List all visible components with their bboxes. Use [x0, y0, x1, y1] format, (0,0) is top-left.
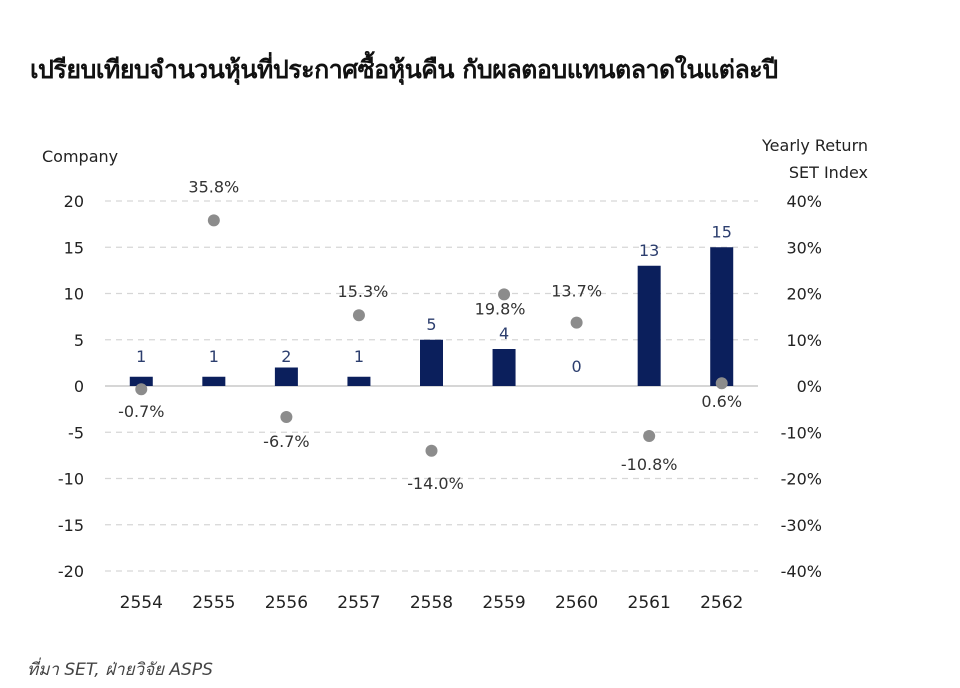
scatter-value-label: -0.7%	[118, 402, 164, 421]
right-axis-tick-label: -20%	[781, 470, 822, 489]
scatter-value-label: 13.7%	[551, 282, 602, 301]
x-axis-tick-label: 2555	[192, 593, 235, 613]
scatter-value-label: 15.3%	[338, 282, 389, 301]
left-axis-ticks: 20 15 10 5 0 -5 -10 -15 -20	[58, 192, 84, 581]
bar-value-label: 1	[136, 347, 146, 366]
scatter-dot	[280, 410, 293, 423]
scatter-value-label: -14.0%	[407, 474, 464, 493]
scatter-dot	[498, 288, 511, 301]
left-axis-tick-label: -20	[58, 562, 84, 581]
scatter-dot	[425, 444, 438, 457]
right-axis-title-line: Yearly Return	[762, 136, 868, 155]
scatter-dot	[135, 383, 148, 396]
bar	[492, 349, 516, 386]
x-axis-tick-label: 2559	[482, 593, 525, 613]
scatter-dot	[643, 429, 656, 442]
left-axis-title: Company	[42, 147, 119, 166]
bar	[129, 376, 153, 386]
left-axis-tick-label: -15	[58, 516, 84, 535]
scatter-dot	[207, 214, 220, 227]
x-axis-ticks: 2554 2555 2556 2557 2558 2559 2560 2561 2562	[120, 593, 744, 613]
scatter-dot	[570, 316, 583, 329]
left-axis-tick-label: 10	[64, 285, 84, 304]
x-axis-tick-label: 2557	[337, 593, 380, 613]
bar-value-label: 15	[712, 222, 732, 241]
left-axis-tick-label: -10	[58, 470, 84, 489]
x-axis-tick-label: 2556	[265, 593, 308, 613]
x-axis-tick-label: 2554	[120, 593, 163, 613]
right-axis-tick-label: -10%	[781, 423, 822, 442]
source-note: ที่มา SET, ฝ่ายวิจัย ASPS	[27, 660, 213, 680]
left-axis-tick-label: 20	[64, 192, 84, 211]
bar-series	[129, 247, 734, 386]
x-axis-tick-label: 2560	[555, 593, 598, 613]
scatter-dot	[352, 309, 365, 322]
bar	[420, 339, 443, 386]
right-axis-ticks: 40% 30% 20% 10% 0% -10% -20% -30% -40%	[781, 192, 822, 581]
x-axis-tick-label: 2561	[628, 593, 671, 613]
scatter-dot	[715, 377, 728, 390]
scatter-value-label: -6.7%	[263, 432, 309, 451]
chart-title: เปรียบเทียบจำนวนหุ้นที่ประกาศซื้อหุ้นคืน…	[30, 55, 778, 84]
right-axis-tick-label: -30%	[781, 516, 822, 535]
bar-value-label: 4	[499, 324, 509, 343]
bar	[710, 247, 734, 386]
bar	[274, 367, 298, 386]
scatter-series	[135, 214, 728, 457]
bar	[347, 376, 371, 386]
right-axis-title-line: SET Index	[788, 163, 868, 182]
right-axis-tick-label: 30%	[786, 238, 822, 257]
left-axis-tick-label: -5	[68, 423, 84, 442]
bar	[637, 265, 661, 386]
scatter-value-label: -10.8%	[621, 455, 678, 474]
bar-value-label: 13	[639, 241, 659, 260]
scatter-value-label: 35.8%	[188, 177, 239, 196]
right-axis-tick-label: 20%	[786, 285, 822, 304]
bar-value-label: 2	[281, 347, 291, 366]
bar-value-label: 5	[426, 315, 436, 334]
bar-value-label: 1	[354, 347, 364, 366]
x-axis-tick-label: 2558	[410, 593, 453, 613]
left-axis-tick-label: 0	[74, 377, 84, 396]
right-axis-tick-label: 10%	[786, 331, 822, 350]
right-axis-tick-label: -40%	[781, 562, 822, 581]
data-labels: 1 1 2 15 401315-0.7%35.8%-6.7%15.3%-14.0%19.…	[118, 177, 742, 492]
right-axis-tick-label: 0%	[797, 377, 822, 396]
x-axis-tick-label: 2562	[700, 593, 743, 613]
left-axis-tick-label: 5	[74, 331, 84, 350]
bar	[202, 376, 226, 386]
bar-value-label: 0	[572, 357, 582, 376]
left-axis-tick-label: 15	[64, 238, 84, 257]
bar-value-label: 1	[209, 347, 219, 366]
scatter-value-label: 0.6%	[701, 392, 742, 411]
right-axis-tick-label: 40%	[786, 192, 822, 211]
scatter-value-label: 19.8%	[475, 299, 526, 318]
right-axis-title: Yearly Return SET Index	[762, 132, 868, 186]
